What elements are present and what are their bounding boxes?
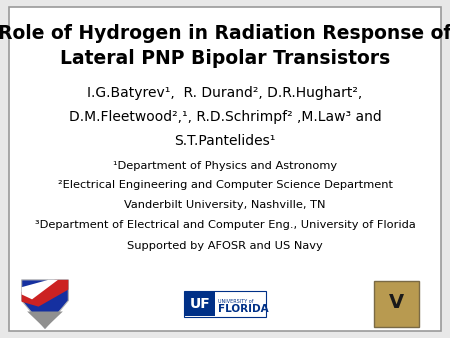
Text: Lateral PNP Bipolar Transistors: Lateral PNP Bipolar Transistors: [60, 49, 390, 68]
Bar: [184, 291, 266, 317]
Text: FLORIDA: FLORIDA: [217, 304, 268, 314]
Polygon shape: [22, 280, 68, 307]
Text: ²Electrical Engineering and Computer Science Department: ²Electrical Engineering and Computer Sci…: [58, 180, 392, 190]
Text: ¹Department of Physics and Astronomy: ¹Department of Physics and Astronomy: [113, 161, 337, 171]
Text: Supported by AFOSR and US Navy: Supported by AFOSR and US Navy: [127, 241, 323, 251]
Text: S.T.Pantelides¹: S.T.Pantelides¹: [174, 134, 276, 147]
Polygon shape: [22, 280, 68, 329]
Text: D.M.Fleetwood²,¹, R.D.Schrimpf² ,M.Law³ and: D.M.Fleetwood²,¹, R.D.Schrimpf² ,M.Law³ …: [68, 110, 382, 124]
Text: Role of Hydrogen in Radiation Response of: Role of Hydrogen in Radiation Response o…: [0, 24, 450, 43]
Text: UF: UF: [189, 297, 210, 311]
Text: UNIVERSITY of: UNIVERSITY of: [217, 299, 253, 304]
Text: I.G.Batyrev¹,  R. Durand², D.R.Hughart²,: I.G.Batyrev¹, R. Durand², D.R.Hughart²,: [87, 86, 363, 100]
Text: V: V: [388, 293, 404, 312]
Bar: [374, 281, 419, 327]
Text: Vanderbilt University, Nashville, TN: Vanderbilt University, Nashville, TN: [124, 200, 326, 210]
Bar: [184, 292, 215, 316]
Text: ³Department of Electrical and Computer Eng., University of Florida: ³Department of Electrical and Computer E…: [35, 220, 415, 231]
Polygon shape: [27, 312, 63, 329]
Polygon shape: [22, 280, 58, 299]
